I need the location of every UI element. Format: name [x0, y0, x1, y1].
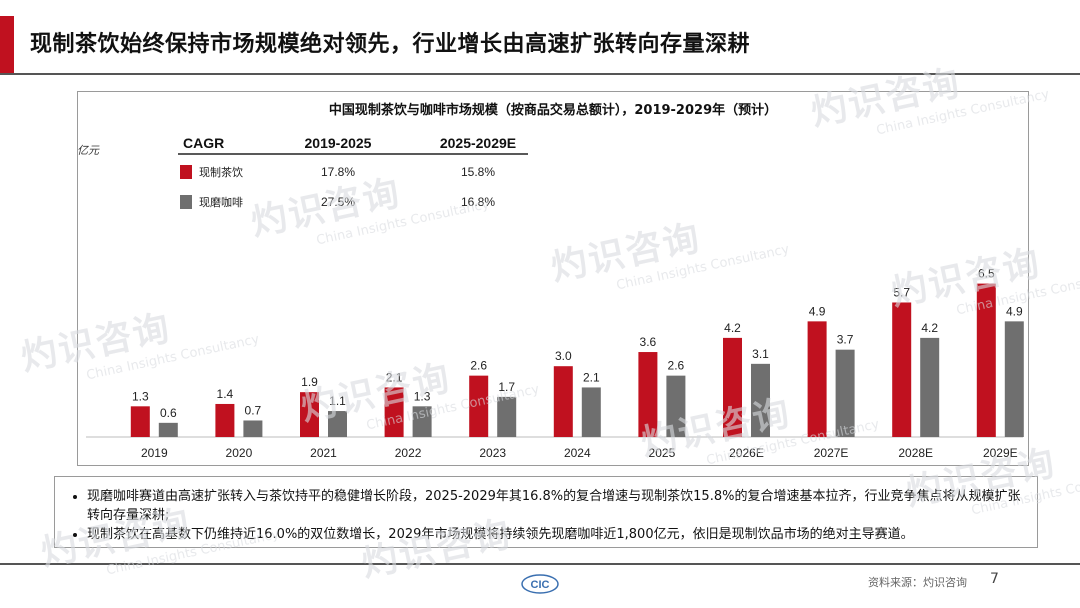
tea-data-label: 4.2 — [724, 321, 741, 335]
x-tick-label: 2019 — [141, 446, 168, 460]
tea-bar — [892, 302, 912, 437]
coffee-bar — [835, 349, 855, 437]
cagr-column-header: 2025-2029E — [440, 135, 516, 151]
coffee-data-label: 0.6 — [160, 406, 177, 420]
coffee-bar — [666, 375, 686, 437]
page-number: 7 — [990, 571, 999, 587]
cagr-value: 27.5% — [321, 195, 355, 209]
source-note: 资料来源：灼识咨询 — [868, 576, 967, 589]
x-tick-label: 2021 — [310, 446, 337, 460]
tea-bar — [553, 366, 573, 437]
coffee-data-label: 2.1 — [583, 370, 600, 384]
footer-divider — [0, 563, 1080, 565]
coffee-data-label: 3.1 — [752, 347, 769, 361]
x-tick-label: 2029E — [983, 446, 1018, 460]
accent-bar — [0, 16, 14, 74]
coffee-bar — [497, 396, 517, 437]
notes-list: 现磨咖啡赛道由高速扩张转入与茶饮持平的稳健增长阶段，2025-2029年其16.… — [69, 487, 1023, 544]
x-tick-label: 2024 — [564, 446, 591, 460]
tea-data-label: 2.1 — [386, 370, 403, 384]
coffee-data-label: 3.7 — [837, 333, 854, 347]
x-tick-label: 2028E — [898, 446, 933, 460]
coffee-bar — [1004, 321, 1024, 437]
coffee-bar — [751, 363, 770, 437]
legend-swatch — [180, 195, 192, 209]
coffee-data-label: 1.1 — [329, 394, 346, 408]
tea-bar — [469, 375, 489, 437]
tea-data-label: 5.7 — [893, 285, 910, 299]
y-axis-unit: 千亿元 — [78, 144, 100, 157]
coffee-data-label: 1.3 — [414, 389, 431, 403]
svg-text:CIC: CIC — [531, 579, 550, 591]
cagr-header: CAGR — [183, 135, 224, 151]
coffee-bar — [243, 420, 263, 437]
tea-bar — [807, 321, 827, 437]
tea-data-label: 2.6 — [470, 359, 487, 373]
tea-bar — [300, 392, 319, 437]
tea-data-label: 1.3 — [132, 389, 149, 403]
coffee-data-label: 4.2 — [921, 321, 938, 335]
tea-data-label: 3.0 — [555, 349, 572, 363]
coffee-bar — [412, 406, 432, 437]
coffee-bar — [920, 337, 940, 437]
tea-data-label: 4.9 — [809, 304, 826, 318]
x-tick-label: 2022 — [395, 446, 422, 460]
note-item: 现制茶饮在高基数下仍维持近16.0%的双位数增长，2029年市场规模将持续领先现… — [87, 525, 1023, 544]
tea-data-label: 1.4 — [217, 387, 234, 401]
chart-frame: 中国现制茶饮与咖啡市场规模（按商品交易总额计），2019-2029年（预计） 千亿… — [77, 91, 1029, 466]
cagr-column-header: 2019-2025 — [305, 135, 372, 151]
x-tick-label: 2025 — [649, 446, 676, 460]
tea-data-label: 6.5 — [978, 267, 995, 281]
market-size-chart: 中国现制茶饮与咖啡市场规模（按商品交易总额计），2019-2029年（预计） 千亿… — [78, 102, 1024, 460]
chart-title: 中国现制茶饮与咖啡市场规模（按商品交易总额计），2019-2029年（预计） — [329, 102, 777, 118]
x-tick-label: 2023 — [479, 446, 506, 460]
cagr-value: 17.8% — [321, 165, 355, 179]
cagr-value: 15.8% — [461, 165, 495, 179]
page-title: 现制茶饮始终保持市场规模绝对领先，行业增长由高速扩张转向存量深耕 — [30, 32, 751, 57]
title-divider — [0, 73, 1080, 75]
x-tick-label: 2020 — [226, 446, 253, 460]
notes-box: 现磨咖啡赛道由高速扩张转入与茶饮持平的稳健增长阶段，2025-2029年其16.… — [54, 476, 1038, 548]
coffee-data-label: 1.7 — [498, 380, 515, 394]
coffee-bar — [328, 411, 347, 437]
note-item: 现磨咖啡赛道由高速扩张转入与茶饮持平的稳健增长阶段，2025-2029年其16.… — [87, 487, 1023, 525]
tea-bar — [723, 337, 742, 437]
legend-label: 现磨咖啡 — [199, 195, 243, 209]
tea-bar — [976, 283, 996, 437]
coffee-bar — [581, 387, 601, 437]
tea-bar — [215, 403, 235, 437]
coffee-data-label: 4.9 — [1006, 304, 1023, 318]
x-tick-label: 2026E — [729, 446, 764, 460]
tea-data-label: 1.9 — [301, 375, 318, 389]
coffee-data-label: 0.7 — [245, 403, 262, 417]
tea-data-label: 3.6 — [640, 335, 657, 349]
legend-swatch — [180, 165, 192, 179]
legend-label: 现制茶饮 — [199, 166, 243, 179]
coffee-bar — [158, 422, 178, 437]
tea-bar — [130, 406, 150, 437]
tea-bar — [638, 352, 658, 437]
tea-bar — [384, 387, 404, 437]
cic-logo: CIC — [520, 573, 560, 599]
cagr-value: 16.8% — [461, 195, 495, 209]
coffee-data-label: 2.6 — [668, 359, 685, 373]
x-tick-label: 2027E — [814, 446, 849, 460]
